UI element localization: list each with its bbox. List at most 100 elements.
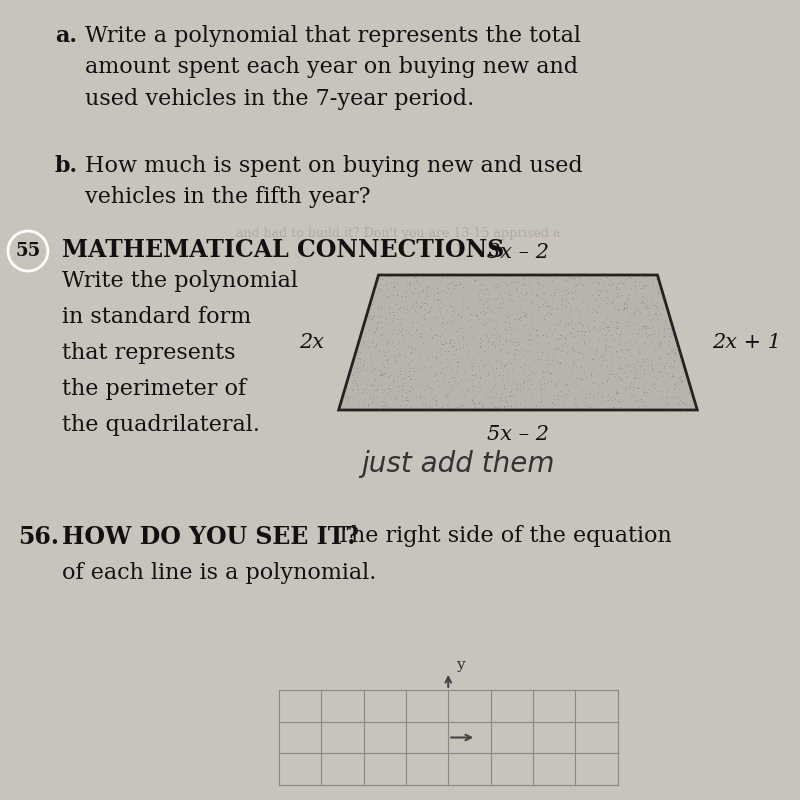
Point (551, 342, 564, 354)
Point (534, 378, 547, 390)
Point (416, 379, 429, 392)
Point (467, 304, 480, 317)
Point (451, 377, 464, 390)
Point (623, 334, 636, 346)
Point (477, 400, 490, 413)
Point (415, 326, 428, 339)
Point (533, 278, 546, 290)
Point (495, 358, 508, 370)
Point (610, 345, 622, 358)
Point (491, 401, 504, 414)
Point (433, 296, 446, 309)
Point (505, 399, 518, 412)
Point (436, 320, 449, 333)
Point (649, 273, 662, 286)
Point (364, 350, 377, 362)
Point (489, 399, 502, 412)
Point (452, 403, 465, 416)
Point (640, 386, 653, 398)
Point (504, 289, 517, 302)
Point (604, 364, 617, 377)
Point (582, 391, 595, 404)
Point (362, 310, 375, 323)
Point (638, 278, 650, 291)
Point (505, 276, 518, 289)
Point (534, 382, 547, 395)
Point (550, 303, 563, 316)
Point (559, 378, 572, 391)
Point (634, 282, 647, 295)
Point (614, 324, 627, 337)
Point (599, 321, 612, 334)
Point (500, 276, 513, 289)
Point (617, 402, 630, 415)
Point (385, 369, 398, 382)
Text: that represents: that represents (62, 342, 235, 364)
Point (446, 309, 458, 322)
Point (601, 290, 614, 303)
Point (518, 309, 531, 322)
Point (630, 370, 642, 383)
Point (662, 398, 674, 410)
Point (617, 304, 630, 317)
Point (416, 330, 429, 343)
Point (395, 322, 408, 334)
Point (535, 292, 548, 305)
Point (420, 290, 433, 303)
Point (424, 361, 437, 374)
Point (554, 331, 567, 344)
Point (522, 373, 535, 386)
Point (474, 305, 486, 318)
Point (565, 314, 578, 326)
Point (596, 354, 609, 366)
Point (482, 311, 495, 324)
Point (622, 292, 634, 305)
Point (379, 278, 392, 290)
Point (451, 400, 464, 413)
Point (417, 337, 430, 350)
Point (620, 296, 633, 309)
Point (399, 290, 412, 302)
Point (636, 280, 649, 293)
Point (410, 294, 422, 307)
Point (500, 398, 513, 411)
Point (613, 333, 626, 346)
Point (402, 290, 415, 302)
Point (495, 292, 508, 305)
Point (655, 370, 668, 382)
Point (418, 308, 430, 321)
Point (338, 390, 351, 402)
Point (450, 278, 462, 291)
Point (444, 316, 457, 329)
Point (428, 289, 441, 302)
Point (392, 351, 405, 364)
Point (418, 384, 431, 397)
Point (447, 347, 460, 360)
Point (606, 272, 619, 285)
Point (371, 274, 384, 287)
Point (494, 279, 506, 292)
Point (570, 302, 583, 314)
Point (582, 325, 595, 338)
Point (433, 330, 446, 342)
Point (665, 344, 678, 357)
Point (626, 381, 639, 394)
Point (400, 323, 413, 336)
Point (367, 334, 380, 347)
Point (630, 294, 643, 306)
Point (505, 294, 518, 306)
Point (539, 328, 552, 341)
Point (382, 353, 394, 366)
Point (457, 331, 470, 344)
Text: 3x – 2: 3x – 2 (487, 243, 549, 262)
Point (457, 332, 470, 345)
Point (643, 329, 656, 342)
Point (526, 310, 539, 322)
Point (404, 385, 417, 398)
Point (588, 314, 601, 326)
Point (490, 292, 502, 305)
Point (497, 400, 510, 413)
Point (618, 302, 630, 314)
Point (534, 352, 547, 365)
Point (442, 402, 454, 414)
